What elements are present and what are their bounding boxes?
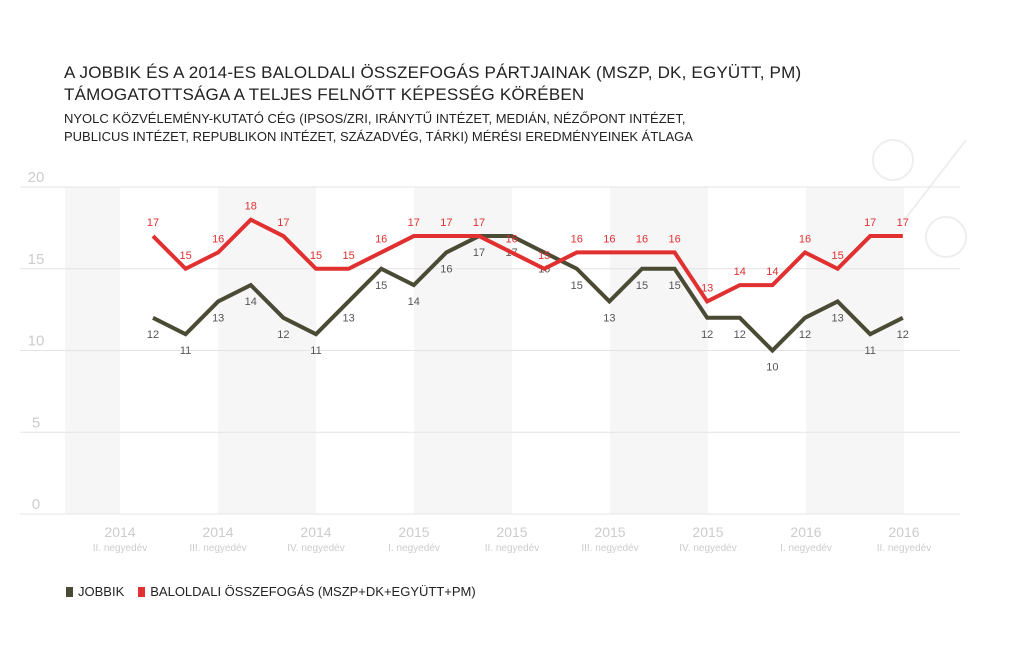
x-tick-quarter: IV. negyedév — [287, 543, 344, 554]
data-label: 16 — [668, 233, 680, 245]
legend: JOBBIK BALOLDALI ÖSSZEFOGÁS (MSZP+DK+EGY… — [66, 584, 476, 599]
x-tick-year: 2015 — [496, 524, 527, 540]
x-tick-year: 2014 — [300, 524, 331, 540]
data-label: 14 — [245, 296, 257, 308]
data-label: 15 — [375, 280, 387, 292]
data-label: 17 — [864, 217, 876, 229]
chart-title: A JOBBIK ÉS A 2014-ES BALOLDALI ÖSSZEFOG… — [64, 62, 801, 106]
x-tick-quarter: IV. negyedév — [679, 543, 736, 554]
series-line-jobbik — [152, 234, 904, 354]
data-label: 12 — [734, 329, 746, 341]
data-label: 12 — [897, 329, 909, 341]
data-label: 11 — [864, 345, 875, 357]
x-tick-year: 2015 — [594, 524, 625, 540]
data-label: 16 — [571, 233, 583, 245]
y-tick-label: 5 — [32, 414, 40, 431]
x-tick-quarter: II. negyedév — [485, 543, 539, 554]
legend-item-jobbik: JOBBIK — [66, 584, 124, 599]
data-label: 14 — [766, 266, 778, 278]
y-tick-label: 15 — [28, 251, 45, 268]
series-line-baloldali — [151, 217, 903, 305]
data-label: 16 — [440, 263, 452, 275]
data-label: 12 — [799, 329, 811, 341]
data-label: 10 — [766, 362, 778, 374]
x-tick-quarter: I. negyedév — [388, 543, 440, 554]
data-label: 15 — [538, 250, 550, 262]
x-tick-year: 2015 — [692, 524, 723, 540]
legend-swatch — [66, 587, 73, 597]
x-tick-quarter: II. negyedév — [93, 543, 147, 554]
y-tick-label: 20 — [28, 169, 45, 186]
data-label: 12 — [701, 329, 713, 341]
data-label: 13 — [212, 312, 224, 324]
data-label: 11 — [310, 345, 321, 357]
data-label: 12 — [277, 329, 289, 341]
x-tick-quarter: II. negyedév — [877, 543, 931, 554]
legend-item-baloldali: BALOLDALI ÖSSZEFOGÁS (MSZP+DK+EGYÜTT+PM) — [138, 584, 476, 599]
data-label: 16 — [636, 233, 648, 245]
data-label: 13 — [831, 312, 843, 324]
data-label: 13 — [603, 312, 615, 324]
data-label: 16 — [375, 233, 387, 245]
data-label: 15 — [179, 250, 191, 262]
title-line-2: TÁMOGATOTTSÁGA A TELJES FELNŐTT KÉPESSÉG… — [64, 85, 585, 104]
x-tick-quarter: I. negyedév — [780, 543, 832, 554]
legend-swatch — [138, 587, 146, 597]
subtitle-line-1: NYOLC KÖZVÉLEMÉNY-KUTATÓ CÉG (IPSOS/ZRI,… — [64, 111, 686, 126]
data-label: 14 — [734, 266, 746, 278]
data-label: 11 — [180, 345, 191, 357]
data-label: 16 — [799, 233, 811, 245]
x-tick-quarter: III. negyedév — [581, 543, 638, 554]
data-label: 15 — [342, 250, 354, 262]
subtitle-line-2: PUBLICUS INTÉZET, REPUBLIKON INTÉZET, SZ… — [64, 129, 693, 144]
title-line-1: A JOBBIK ÉS A 2014-ES BALOLDALI ÖSSZEFOG… — [64, 63, 802, 82]
x-tick-year: 2014 — [202, 524, 233, 540]
data-label: 17 — [147, 217, 159, 229]
data-label: 17 — [277, 217, 289, 229]
y-tick-label: 0 — [32, 496, 40, 513]
data-label: 13 — [701, 282, 713, 294]
data-label: 15 — [571, 280, 583, 292]
x-tick-year: 2015 — [398, 524, 429, 540]
x-tick-year: 2016 — [790, 524, 821, 540]
data-label: 15 — [310, 250, 322, 262]
data-label: 15 — [668, 280, 680, 292]
percent-decor-icon — [925, 216, 967, 258]
x-tick-quarter: III. negyedév — [189, 543, 246, 554]
data-label: 17 — [473, 217, 485, 229]
data-label: 16 — [603, 233, 615, 245]
percent-decor-icon — [872, 139, 914, 181]
data-label: 16 — [505, 233, 517, 245]
y-tick-label: 10 — [28, 333, 45, 350]
data-label: 14 — [408, 296, 420, 308]
data-label: 16 — [212, 233, 224, 245]
x-tick-year: 2014 — [104, 524, 135, 540]
data-label: 12 — [147, 329, 159, 341]
data-label: 17 — [440, 217, 452, 229]
data-label: 13 — [342, 312, 354, 324]
data-label: 18 — [245, 201, 257, 213]
data-label: 15 — [636, 280, 648, 292]
x-tick-year: 2016 — [888, 524, 919, 540]
data-label: 17 — [473, 247, 485, 259]
data-label: 17 — [897, 217, 909, 229]
legend-label: JOBBIK — [78, 584, 125, 599]
data-label: 17 — [408, 217, 420, 229]
data-label: 15 — [831, 250, 843, 262]
chart-subtitle: NYOLC KÖZVÉLEMÉNY-KUTATÓ CÉG (IPSOS/ZRI,… — [64, 110, 693, 146]
legend-label: BALOLDALI ÖSSZEFOGÁS (MSZP+DK+EGYÜTT+PM) — [150, 584, 476, 599]
